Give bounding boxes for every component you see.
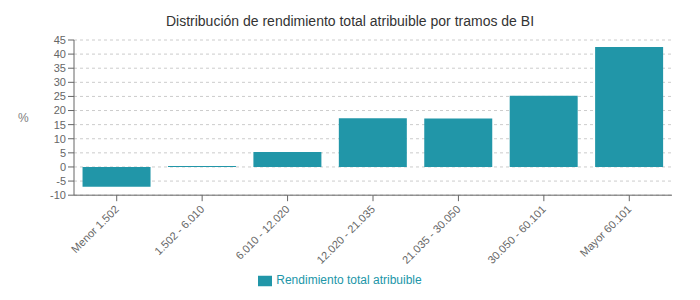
svg-text:30.050 - 60.101: 30.050 - 60.101 (485, 203, 548, 266)
svg-text:-5: -5 (56, 175, 66, 187)
svg-text:Mayor 60.101: Mayor 60.101 (577, 203, 633, 259)
svg-text:12.020 - 21.035: 12.020 - 21.035 (314, 203, 377, 266)
svg-text:30: 30 (54, 76, 66, 88)
svg-text:6.010 - 12.020: 6.010 - 12.020 (233, 203, 292, 262)
svg-text:0: 0 (60, 161, 66, 173)
svg-text:40: 40 (54, 48, 66, 60)
html-text:Rendimiento total atribuible: Rendimiento total atribuible (276, 273, 422, 288)
svg-text:Menor 1.502: Menor 1.502 (69, 203, 121, 255)
svg-text:10: 10 (54, 133, 66, 145)
svg-text:45: 45 (54, 34, 66, 46)
html-text:Distribución de rendimiento to: Distribución de rendimiento total atribu… (166, 13, 534, 29)
svg-text:5: 5 (60, 147, 66, 159)
svg-text:1.502 - 6.010: 1.502 - 6.010 (152, 203, 206, 257)
svg-text:35: 35 (54, 62, 66, 74)
svg-text:25: 25 (54, 90, 66, 102)
svg-text:20: 20 (54, 104, 66, 116)
svg-text:%: % (18, 111, 29, 125)
svg-text:15: 15 (54, 119, 66, 131)
svg-text:21.035 - 30.050: 21.035 - 30.050 (400, 203, 463, 266)
svg-text:-10: -10 (50, 189, 66, 201)
